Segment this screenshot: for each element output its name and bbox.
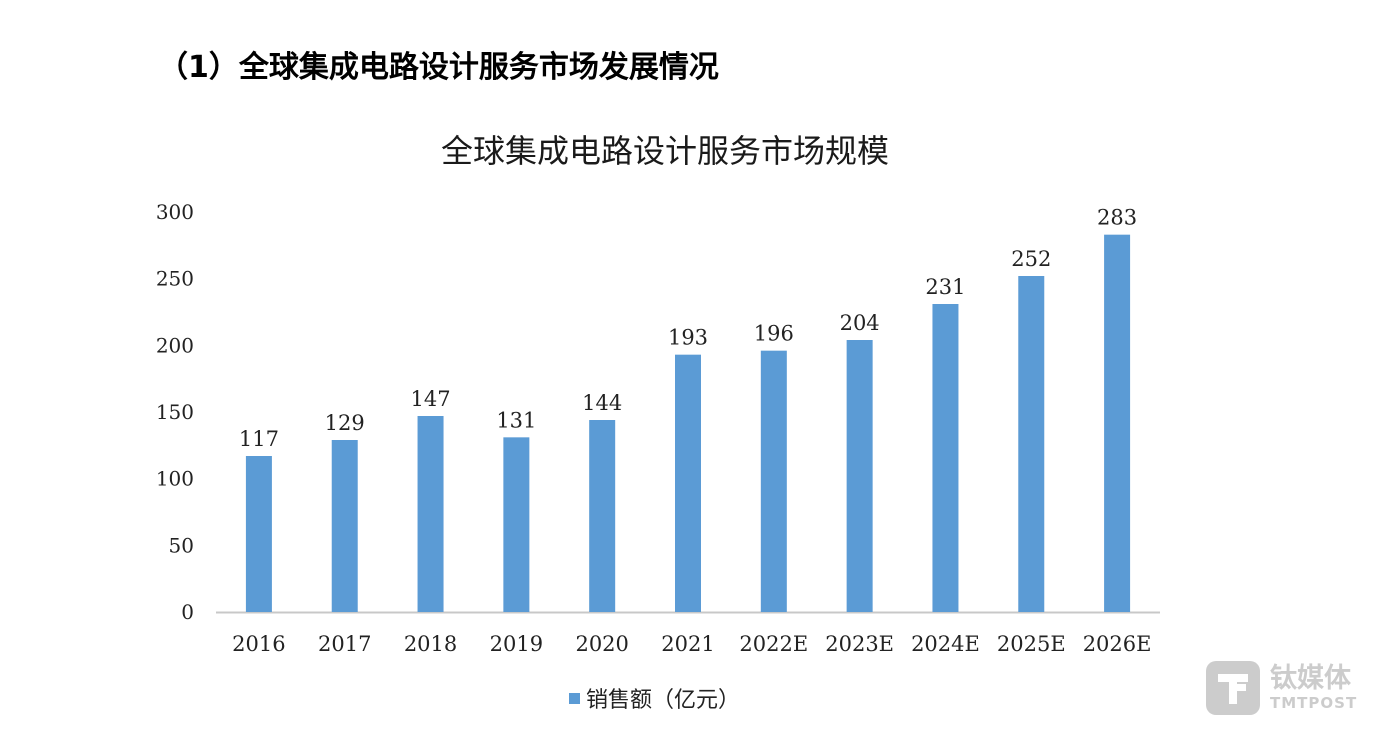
data-label: 131: [496, 408, 536, 432]
data-label: 147: [410, 387, 450, 411]
watermark: 钛媒体 TMTPOST: [1206, 661, 1357, 715]
x-tick-label: 2024E: [911, 632, 980, 656]
data-label: 196: [754, 322, 794, 346]
bar: [932, 304, 959, 612]
data-label: 231: [925, 275, 965, 299]
y-tick-label: 200: [156, 333, 194, 357]
y-tick-label: 300: [156, 200, 194, 224]
legend-label: 销售额（亿元）: [586, 688, 740, 713]
x-tick-label: 2026E: [1083, 632, 1152, 656]
legend-swatch: [569, 693, 580, 704]
data-label: 283: [1097, 206, 1137, 230]
tmtpost-logo-icon: [1206, 661, 1260, 715]
data-label: 129: [325, 411, 365, 435]
bar: [417, 416, 444, 612]
section-heading: （1）全球集成电路设计服务市场发展情况: [158, 50, 719, 85]
bar: [245, 456, 272, 612]
data-label: 117: [239, 427, 279, 451]
bar: [1018, 276, 1045, 612]
x-tick-label: 2023E: [825, 632, 894, 656]
x-tick-label: 2020: [575, 632, 628, 656]
bar: [1104, 234, 1131, 612]
watermark-en: TMTPOST: [1270, 694, 1358, 712]
data-label: 252: [1011, 247, 1051, 271]
bar: [503, 437, 530, 612]
x-tick-label: 2019: [490, 632, 543, 656]
y-tick-label: 100: [156, 467, 194, 491]
watermark-cn: 钛媒体: [1270, 663, 1351, 694]
data-label: 204: [840, 311, 880, 335]
x-tick-label: 2021: [661, 632, 714, 656]
y-tick-label: 250: [156, 267, 194, 291]
x-tick-label: 2016: [232, 632, 285, 656]
y-tick-label: 150: [156, 400, 194, 424]
bar: [331, 440, 358, 612]
y-tick-label: 50: [169, 533, 194, 557]
bar: [760, 350, 787, 612]
data-label: 193: [668, 326, 708, 350]
bar: [589, 420, 616, 612]
x-tick-label: 2018: [404, 632, 457, 656]
bar: [675, 354, 701, 612]
chart-title: 全球集成电路设计服务市场规模: [441, 132, 889, 170]
y-tick-label: 0: [181, 600, 194, 624]
bar: [846, 340, 873, 612]
x-tick-label: 2022E: [739, 632, 808, 656]
data-label: 144: [582, 391, 622, 415]
x-tick-label: 2017: [318, 632, 371, 656]
x-tick-label: 2025E: [997, 632, 1066, 656]
